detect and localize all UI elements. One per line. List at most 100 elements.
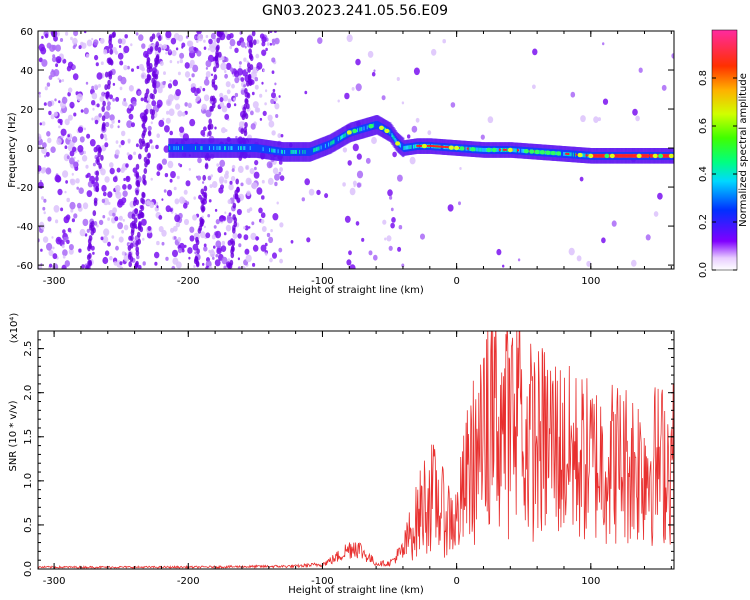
streak-speck xyxy=(142,192,146,199)
streak-speck xyxy=(210,105,214,112)
noise-speck xyxy=(220,245,227,253)
colorbar-tick-label: 0.6 xyxy=(698,118,709,134)
noise-speck xyxy=(135,32,139,36)
noise-speck xyxy=(179,59,183,64)
ridge-core xyxy=(176,144,179,152)
ridge-hot xyxy=(593,154,596,157)
noise-speck xyxy=(44,86,48,91)
noise-speck xyxy=(114,216,119,222)
noise-speck xyxy=(269,257,273,263)
noise-speck xyxy=(113,261,118,266)
noise-speck xyxy=(81,155,88,162)
noise-speck xyxy=(247,179,252,185)
noise-speck xyxy=(217,166,223,174)
noise-speck xyxy=(100,236,104,241)
ridge-highlight xyxy=(588,153,594,159)
streak-speck xyxy=(144,115,148,122)
noise-speck xyxy=(57,188,63,196)
noise-speck xyxy=(246,190,251,197)
ridge-highlight xyxy=(352,128,358,134)
noise-speck xyxy=(207,47,210,51)
noise-speck xyxy=(255,236,259,241)
streak-speck xyxy=(213,74,218,81)
noise-speck xyxy=(123,45,130,54)
noise-speck xyxy=(260,212,266,219)
noise-speck xyxy=(43,211,46,215)
noise-speck xyxy=(75,178,80,184)
noise-speck xyxy=(211,234,216,240)
spectrogram-marks xyxy=(38,31,674,269)
noise-speck xyxy=(118,45,122,48)
noise-speck xyxy=(356,170,364,179)
noise-speck xyxy=(172,79,178,87)
ridge-hot xyxy=(633,154,636,157)
streak-speck xyxy=(144,78,149,85)
noise-speck xyxy=(254,160,259,166)
streak-speck xyxy=(244,88,248,94)
snr-y-tick-label: 0.5 xyxy=(23,517,34,533)
noise-speck xyxy=(447,204,454,212)
noise-speck xyxy=(661,84,667,91)
noise-speck xyxy=(138,34,144,41)
noise-speck xyxy=(78,248,82,253)
streak-speck xyxy=(127,245,132,251)
noise-speck xyxy=(243,57,247,62)
noise-speck xyxy=(631,259,637,267)
noise-speck xyxy=(177,237,182,242)
noise-speck xyxy=(77,159,80,163)
noise-speck xyxy=(133,151,137,156)
streak-speck xyxy=(216,44,220,51)
noise-speck xyxy=(279,222,284,228)
streak-speck xyxy=(246,103,250,110)
figure-title: GN03.2023.241.05.56.E09 xyxy=(262,3,448,19)
noise-speck xyxy=(119,266,124,269)
noise-speck xyxy=(267,177,274,185)
noise-speck xyxy=(73,31,79,37)
noise-speck xyxy=(224,73,229,79)
noise-speck xyxy=(233,103,237,107)
noise-speck xyxy=(60,128,67,136)
noise-speck xyxy=(49,263,53,268)
noise-speck xyxy=(89,139,96,147)
noise-speck xyxy=(174,198,180,205)
streak-speck xyxy=(232,202,237,209)
streak-speck xyxy=(144,108,149,115)
streak-speck xyxy=(249,55,254,62)
noise-speck xyxy=(209,250,216,258)
noise-speck xyxy=(169,208,173,213)
noise-speck xyxy=(115,140,119,144)
ridge-highlight xyxy=(636,153,642,159)
noise-speck xyxy=(96,224,99,228)
noise-speck xyxy=(69,101,75,109)
noise-speck xyxy=(86,39,93,47)
noise-speck xyxy=(127,184,132,190)
noise-speck xyxy=(390,222,395,229)
noise-speck xyxy=(122,184,127,190)
noise-speck xyxy=(390,207,394,212)
noise-speck xyxy=(124,34,128,39)
noise-speck xyxy=(62,58,67,64)
noise-speck xyxy=(67,227,72,233)
noise-speck xyxy=(202,181,205,184)
noise-speck xyxy=(248,226,251,229)
noise-speck xyxy=(193,265,196,268)
noise-speck xyxy=(98,83,101,88)
noise-speck xyxy=(175,103,181,110)
streak-speck xyxy=(147,152,151,159)
noise-speck xyxy=(195,99,198,103)
colorbar-tick-label: 0.8 xyxy=(698,70,709,86)
noise-speck xyxy=(142,261,146,266)
noise-speck xyxy=(103,111,110,119)
noise-speck xyxy=(149,139,153,144)
noise-speck xyxy=(163,81,166,84)
noise-speck xyxy=(131,68,134,72)
noise-speck xyxy=(156,99,163,108)
noise-speck xyxy=(68,87,73,93)
noise-speck xyxy=(119,60,124,66)
streak-speck xyxy=(245,98,249,105)
noise-speck xyxy=(250,110,254,116)
noise-speck xyxy=(218,215,225,222)
streak-speck xyxy=(204,163,209,170)
streak-speck xyxy=(208,130,212,137)
streak-speck xyxy=(133,196,138,203)
